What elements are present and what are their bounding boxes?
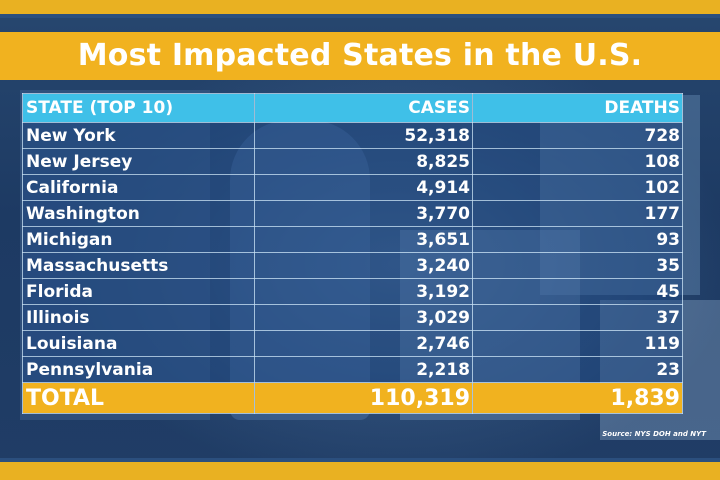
deaths-cell: 37 [472,304,683,331]
column-header-deaths: DEATHS [472,93,683,123]
table-row: Illinois 3,029 37 [22,304,683,331]
total-deaths: 1,839 [472,382,683,414]
source-note: Source: NYS DOH and NYT [602,430,706,438]
deaths-cell: 728 [472,122,683,149]
deaths-cell: 177 [472,200,683,227]
total-label: TOTAL [22,382,255,414]
table-row: Michigan 3,651 93 [22,226,683,253]
deaths-cell: 93 [472,226,683,253]
cases-cell: 3,770 [254,200,473,227]
title-band [0,32,720,80]
deaths-cell: 102 [472,174,683,201]
state-cell: New York [22,122,255,149]
states-table: STATE (TOP 10) CASES DEATHS New York 52,3… [22,93,683,414]
table-row: Massachusetts 3,240 35 [22,252,683,279]
cases-cell: 3,029 [254,304,473,331]
table-header-row: STATE (TOP 10) CASES DEATHS [22,93,683,123]
table-row: California 4,914 102 [22,174,683,201]
total-cases: 110,319 [254,382,473,414]
top-accent-bar [0,0,720,14]
state-cell: Michigan [22,226,255,253]
column-header-cases: CASES [254,93,473,123]
state-cell: California [22,174,255,201]
state-cell: Pennsylvania [22,356,255,383]
total-row: TOTAL 110,319 1,839 [22,382,683,414]
cases-cell: 4,914 [254,174,473,201]
state-cell: New Jersey [22,148,255,175]
bottom-accent-line [0,458,720,462]
cases-cell: 2,218 [254,356,473,383]
table-body: New York 52,318 728 New Jersey 8,825 108 Calif… [22,122,683,383]
state-cell: Illinois [22,304,255,331]
table-row: Washington 3,770 177 [22,200,683,227]
cases-cell: 2,746 [254,330,473,357]
state-cell: Washington [22,200,255,227]
slide-title: Most Impacted States in the U.S. [77,38,643,73]
table-row: Pennsylvania 2,218 23 [22,356,683,383]
deaths-cell: 45 [472,278,683,305]
cases-cell: 3,651 [254,226,473,253]
table-row: Louisiana 2,746 119 [22,330,683,357]
state-cell: Massachusetts [22,252,255,279]
table-row: Florida 3,192 45 [22,278,683,305]
deaths-cell: 35 [472,252,683,279]
cases-cell: 3,240 [254,252,473,279]
bottom-accent-bar [0,462,720,480]
deaths-cell: 108 [472,148,683,175]
state-cell: Louisiana [22,330,255,357]
deaths-cell: 119 [472,330,683,357]
deaths-cell: 23 [472,356,683,383]
top-accent-line [0,14,720,18]
column-header-state: STATE (TOP 10) [22,93,255,123]
table-row: New York 52,318 728 [22,122,683,149]
state-cell: Florida [22,278,255,305]
cases-cell: 8,825 [254,148,473,175]
table-row: New Jersey 8,825 108 [22,148,683,175]
cases-cell: 52,318 [254,122,473,149]
cases-cell: 3,192 [254,278,473,305]
